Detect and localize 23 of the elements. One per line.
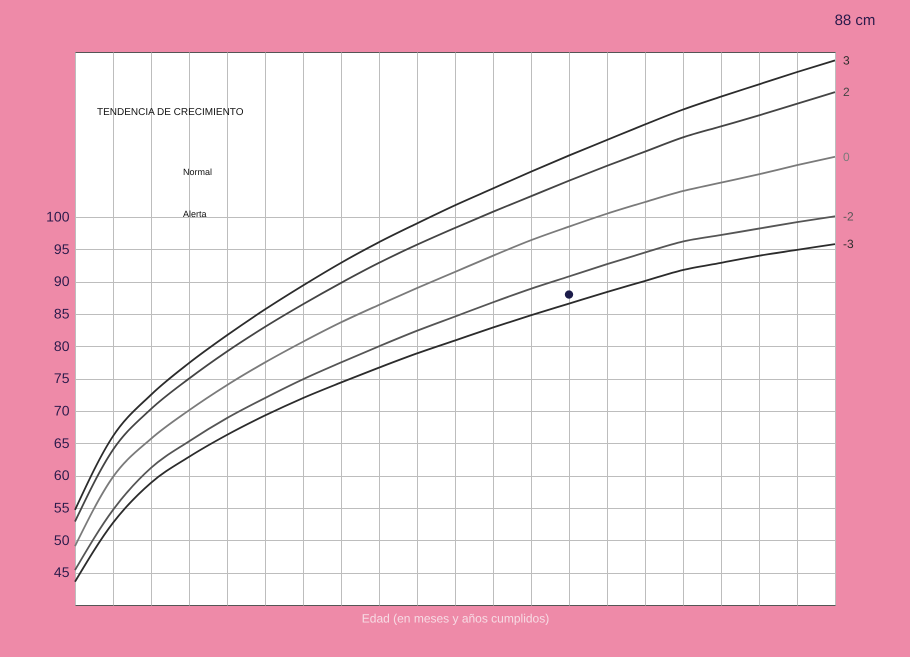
y-tick-label: 85 [54, 305, 70, 322]
x-axis-title: Edad (en meses y años cumplidos) [362, 612, 550, 626]
line-series [74, 156, 836, 548]
annotation: Alerta [183, 209, 207, 219]
y-tick-label: 95 [54, 240, 70, 257]
series-label: 0 [843, 150, 850, 164]
y-tick-label: 100 [46, 208, 70, 224]
y-tick-label: 75 [54, 370, 70, 386]
series-label: 2 [843, 85, 850, 100]
annotation: Normal [183, 167, 212, 177]
series-label: -2 [843, 209, 854, 224]
text: 88 cm [834, 12, 876, 29]
y-tick-label: 50 [54, 532, 70, 548]
y-tick-label: 55 [54, 499, 70, 516]
series-label: 3 [843, 53, 850, 68]
annotation: TENDENCIA DE CRECIMIENTO [97, 107, 244, 118]
y-tick-label: 65 [54, 434, 70, 451]
series-label: -3 [843, 237, 854, 252]
y-tick-label: 45 [54, 564, 70, 580]
y-tick-label: 80 [54, 338, 70, 354]
y-tick-label: 90 [54, 273, 70, 290]
y-tick-label: 70 [54, 402, 70, 418]
y-tick-label: 60 [54, 467, 70, 484]
